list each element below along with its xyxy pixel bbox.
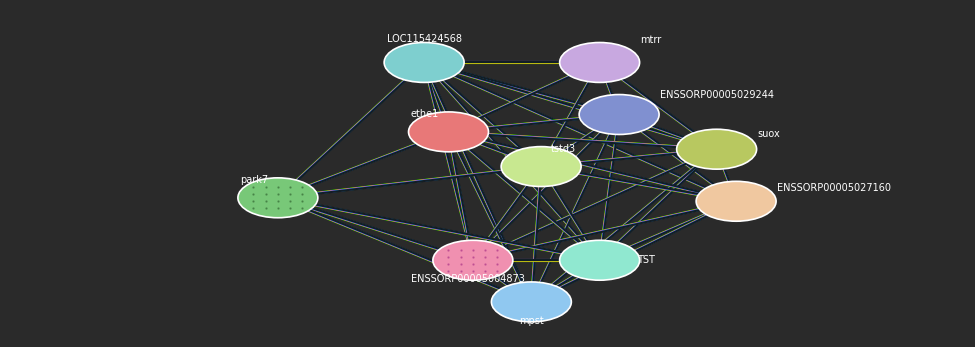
Text: mtrr: mtrr bbox=[641, 35, 662, 45]
Ellipse shape bbox=[677, 129, 757, 169]
Ellipse shape bbox=[433, 240, 513, 280]
Ellipse shape bbox=[384, 43, 464, 83]
Text: mpst: mpst bbox=[519, 316, 544, 326]
Text: suox: suox bbox=[758, 129, 780, 138]
Ellipse shape bbox=[491, 282, 571, 322]
Text: ENSSORP00005004873: ENSSORP00005004873 bbox=[411, 274, 525, 284]
Text: park7: park7 bbox=[240, 175, 268, 185]
Text: TST: TST bbox=[637, 255, 654, 265]
Ellipse shape bbox=[238, 178, 318, 218]
Ellipse shape bbox=[560, 240, 640, 280]
Ellipse shape bbox=[579, 95, 659, 134]
Text: ENSSORP00005029244: ENSSORP00005029244 bbox=[660, 91, 774, 100]
Text: ethe1: ethe1 bbox=[410, 109, 439, 119]
Ellipse shape bbox=[501, 147, 581, 187]
Ellipse shape bbox=[696, 181, 776, 221]
Text: ENSSORP00005027160: ENSSORP00005027160 bbox=[777, 183, 891, 193]
Text: tstd3: tstd3 bbox=[551, 144, 576, 153]
Ellipse shape bbox=[560, 43, 640, 83]
Ellipse shape bbox=[409, 112, 488, 152]
Text: LOC115424568: LOC115424568 bbox=[387, 34, 461, 44]
